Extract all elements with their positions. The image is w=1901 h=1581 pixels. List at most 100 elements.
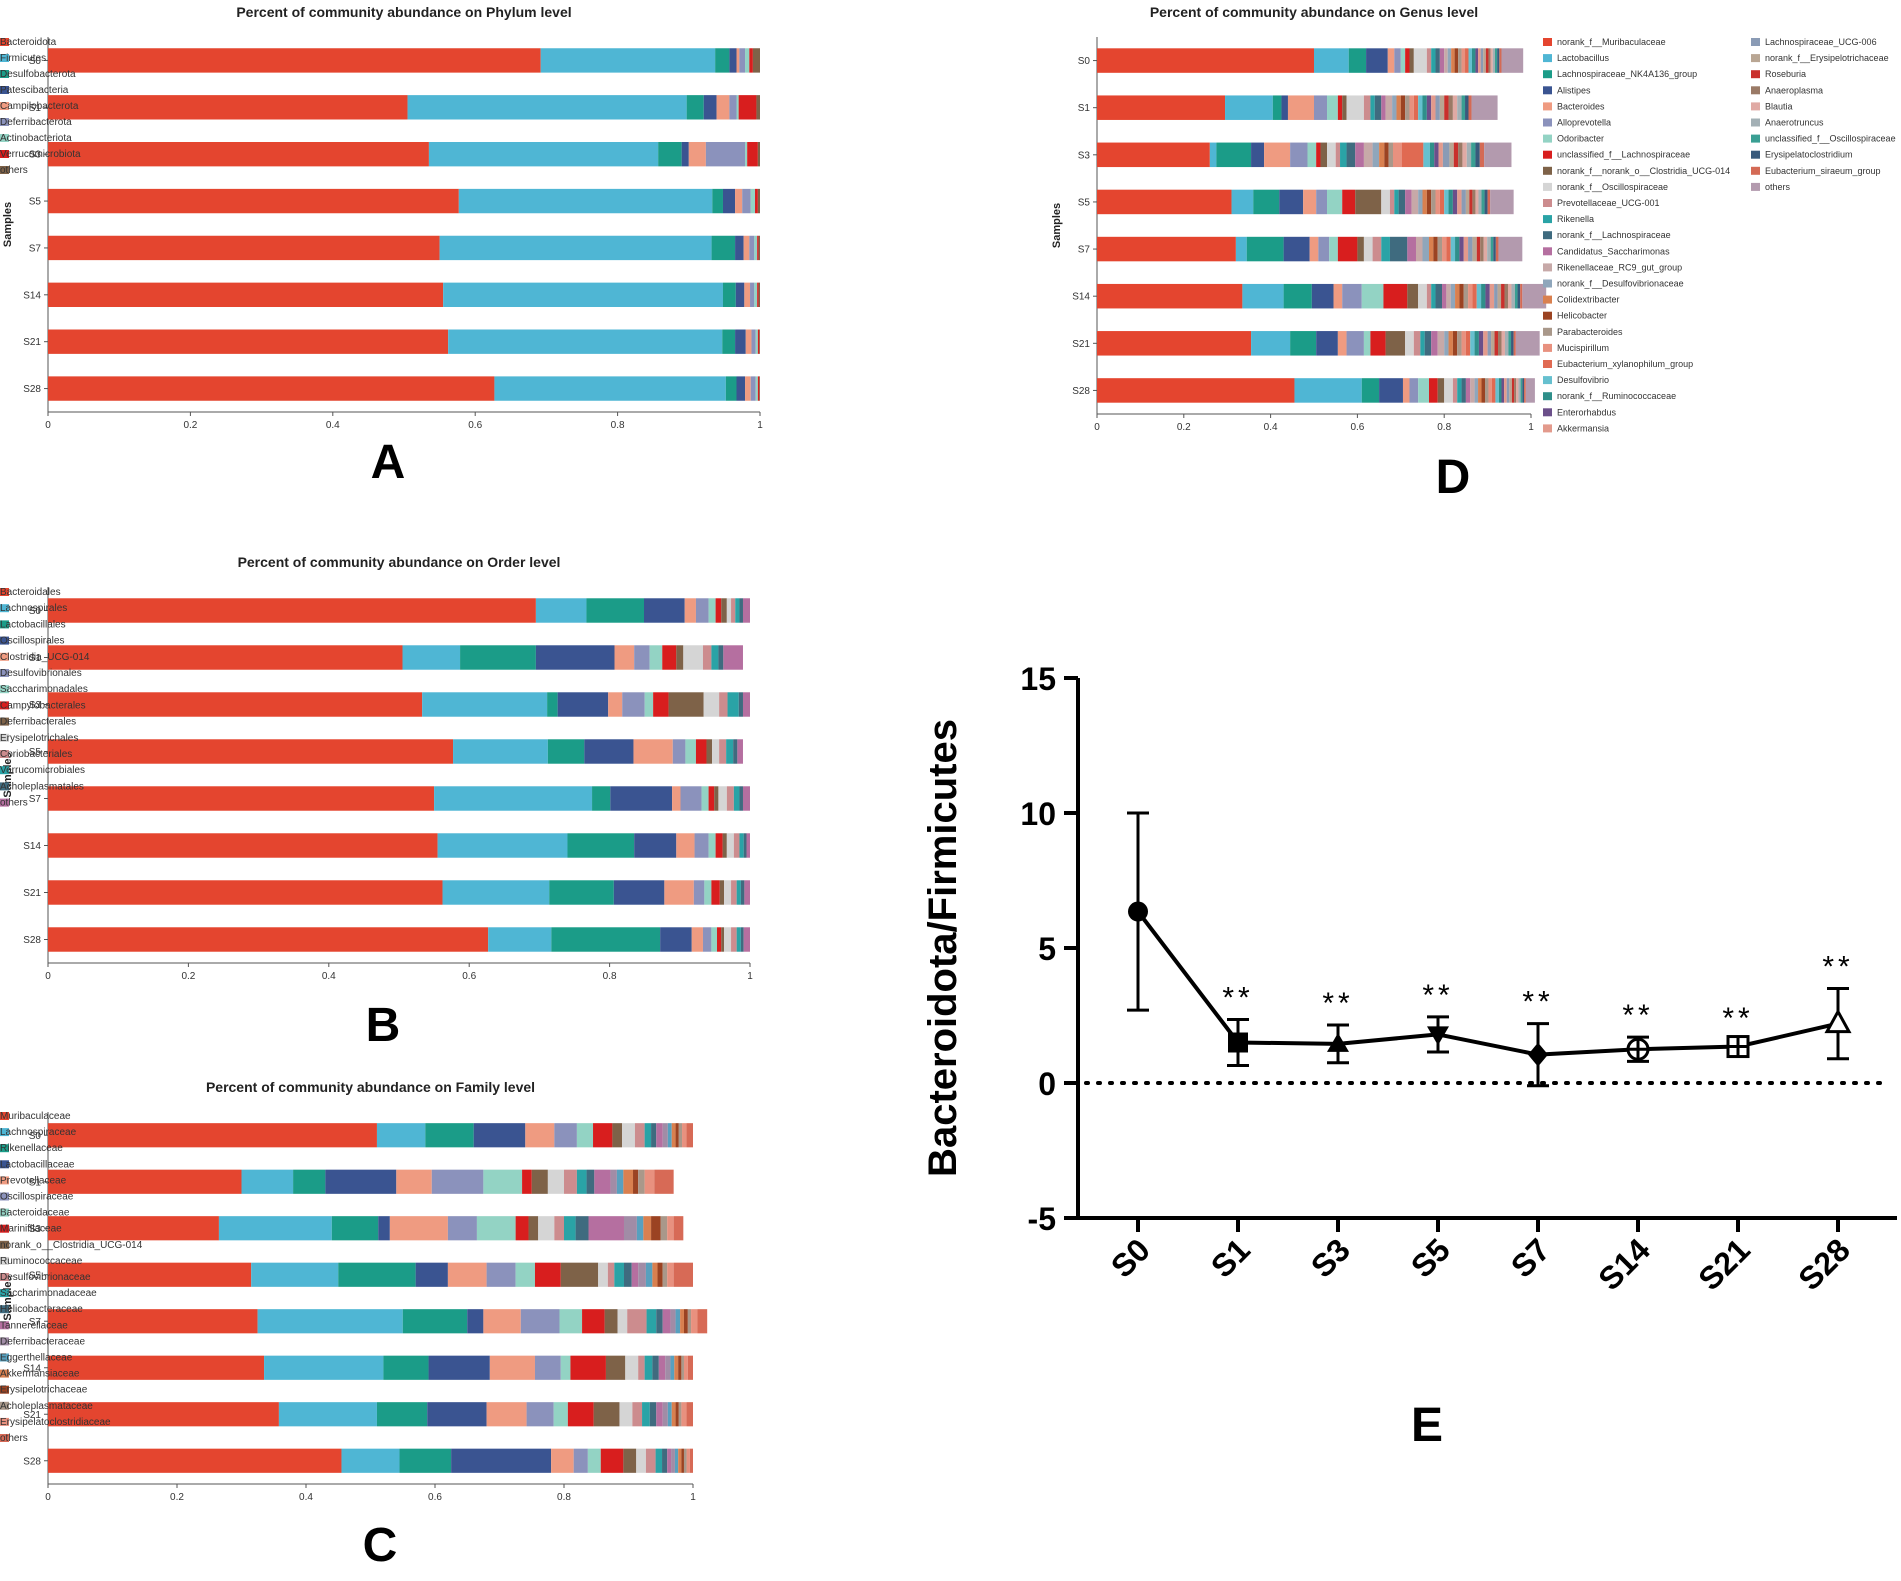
bar-segment: [747, 142, 758, 167]
bar-segment: [678, 1123, 683, 1148]
bar-segment: [1418, 95, 1423, 120]
bar-segment: [1379, 378, 1403, 403]
bar-segment: [1400, 95, 1406, 120]
bar-segment: [1316, 331, 1338, 356]
legend-label: Actinobacteriota: [0, 133, 72, 144]
legend-swatch: [0, 102, 9, 110]
bar-segment: [538, 1216, 555, 1241]
bar-segment: [610, 1169, 617, 1194]
bar-segment: [48, 598, 536, 623]
bar-segment: [1508, 331, 1512, 356]
legend-label: Erysipelotrichaceae: [0, 1385, 88, 1396]
bar-segment: [1437, 331, 1445, 356]
bar-segment: [644, 692, 654, 717]
legend-label: Campilobacterota: [0, 101, 79, 112]
chart-e-svg: Bacteroidota/Firmicutes -5 0 5 10 15 S0 S1 S3 S5 S…: [921, 661, 1897, 1297]
bar-segment: [554, 1123, 577, 1148]
bar-segment: [718, 645, 724, 670]
legend-swatch: [1543, 279, 1552, 288]
bar-segment: [402, 645, 461, 670]
bar-segment: [48, 1309, 258, 1334]
bar-segment: [688, 142, 706, 167]
bar-segment: [691, 927, 703, 952]
bar-segment: [1355, 142, 1364, 168]
bar-segment: [691, 1309, 698, 1334]
bar-segment: [1501, 331, 1505, 356]
bar-segment: [1481, 378, 1485, 403]
bar-segment: [325, 1169, 397, 1194]
bar-segment: [711, 235, 736, 261]
legend-label: Anaeroplasma: [1765, 85, 1823, 95]
legend-swatch: [1543, 86, 1552, 95]
bar-segment: [1418, 283, 1427, 309]
bar-segment: [678, 1448, 682, 1473]
bar-segment: [680, 1309, 684, 1334]
data-point: [1824, 1008, 1852, 1034]
bar-segment: [1499, 48, 1502, 73]
bar-segment: [573, 1448, 588, 1473]
bar-segment: [1363, 236, 1373, 262]
bar-segment: [711, 927, 718, 952]
bar-segment: [1320, 142, 1328, 168]
bar-segment: [1459, 236, 1464, 262]
bar-segment: [731, 880, 737, 905]
y-tick-label: 5: [1038, 931, 1056, 967]
bar-segment: [570, 1355, 606, 1380]
legend-swatch: [1751, 38, 1760, 46]
bar-segment: [1251, 142, 1265, 168]
x-tick-label: 0.2: [1177, 422, 1191, 433]
bar-segment: [1442, 236, 1447, 262]
bar-segment: [1479, 142, 1485, 168]
bar-segment: [559, 1309, 583, 1334]
bar-segment: [1389, 236, 1408, 262]
legend-swatch: [1751, 134, 1760, 143]
bar-segment: [489, 1355, 535, 1380]
bar-segment: [218, 1216, 332, 1241]
bar-segment: [1442, 283, 1447, 309]
bar-segment: [1438, 142, 1443, 168]
legend-swatch: [0, 134, 9, 142]
bar-segment: [1272, 95, 1282, 120]
bar-segment: [664, 880, 694, 905]
legend-swatch: [0, 733, 9, 742]
bar-segment: [567, 1402, 594, 1427]
bar-segment: [1520, 283, 1523, 309]
bar-segment: [757, 142, 760, 167]
bar-segment: [687, 1355, 693, 1380]
legend-label: Lachnospiraceae_NK4A136_group: [1557, 69, 1697, 79]
y-tick-label: S5: [29, 747, 42, 758]
bar-segment: [1452, 378, 1458, 403]
x-tick-label: S7: [1504, 1231, 1557, 1284]
legend-swatch: [1543, 295, 1552, 304]
bar-segment: [658, 142, 682, 167]
bar-segment: [1468, 236, 1473, 262]
bar-segment: [1468, 48, 1472, 73]
bar-segment: [1307, 142, 1317, 168]
bar-segment: [662, 1402, 668, 1427]
bar-segment: [547, 692, 558, 717]
bar-segment: [1337, 95, 1343, 120]
y-tick-label: S7: [29, 794, 42, 805]
x-tick-label: 0.2: [181, 971, 195, 982]
bar-segment: [610, 786, 673, 811]
bar-segment: [667, 1402, 672, 1427]
bar-segment: [551, 927, 661, 952]
bar-segment: [1407, 236, 1416, 262]
bar-segment: [1327, 95, 1338, 120]
bar-segment: [1446, 283, 1451, 309]
legend-label: Colidextribacter: [1557, 295, 1620, 305]
y-tick-label: S14: [1072, 292, 1090, 303]
series-line: [1136, 910, 1839, 1057]
bar-segment: [48, 1262, 252, 1287]
legend-swatch: [0, 1112, 9, 1120]
bar-segment: [657, 1262, 663, 1287]
bar-segment: [1327, 142, 1336, 168]
bar-segment: [745, 376, 751, 401]
bar-segment: [1422, 95, 1427, 120]
bar-segment: [703, 95, 717, 120]
legend-label: Erysipelatoclostridiaceae: [0, 1417, 111, 1428]
bar-segment: [1478, 48, 1481, 73]
bar-segment: [750, 376, 756, 401]
bar-segment: [1439, 189, 1445, 215]
legend-label: Verrucomicrobiota: [0, 149, 81, 160]
